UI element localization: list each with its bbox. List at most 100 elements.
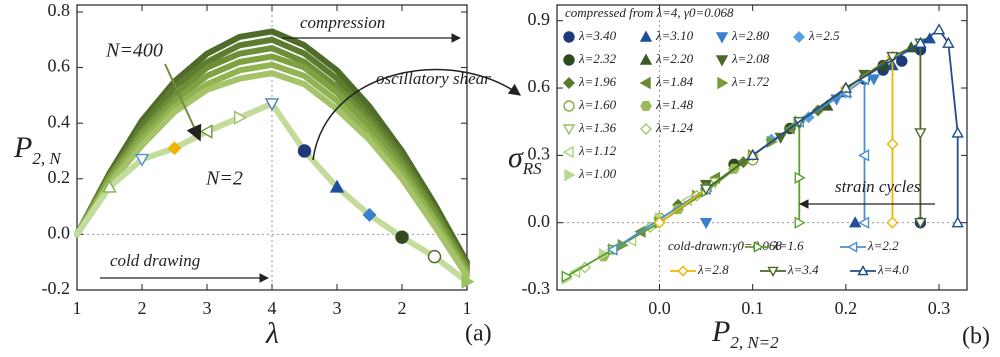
panel-label: (b) (962, 324, 990, 350)
marker (848, 216, 862, 228)
legend-label: λ=4.0 (877, 262, 909, 277)
marker (606, 243, 618, 256)
legend-label: λ=2.8 (697, 262, 729, 277)
plots: 1 2 3 4 3 2 1-0.20.00.20.40.60.80.0 0.1 0.2 0.3-0… (42, 0, 968, 318)
y-tick-label: 0.6 (48, 56, 71, 76)
x-tick-label: 2 (398, 298, 407, 318)
legend-marker (562, 145, 574, 159)
marker (886, 216, 899, 229)
marker (951, 216, 964, 228)
legend-label: λ=1.36 (578, 120, 617, 135)
y-tick-label: -0.3 (522, 278, 551, 298)
curve (74, 28, 470, 266)
x-tick-label: 0.1 (741, 298, 764, 318)
x-axis-label-main: P (711, 315, 730, 348)
legend-marker (639, 53, 653, 65)
y-axis-label: σRS (508, 141, 542, 178)
arrow (164, 63, 202, 142)
y-tick-label: 0.0 (48, 223, 71, 243)
legend-marker (640, 100, 652, 112)
marker (886, 51, 899, 64)
y-axis-label: P2, N (13, 131, 62, 168)
panel-label: (a) (465, 321, 492, 347)
x-axis-label-sub: 2, N=2 (730, 333, 779, 352)
legend-label: λ=2.80 (731, 28, 770, 43)
x-tick-label: 3 (333, 298, 342, 318)
legend-marker (639, 30, 653, 42)
marker (914, 128, 927, 140)
marker (867, 74, 881, 86)
x-tick-label: 1 (463, 298, 472, 318)
marker (362, 207, 377, 222)
curve (74, 53, 470, 274)
legend-label: λ=1.6 (772, 238, 804, 253)
legend-label: λ=1.24 (655, 120, 694, 135)
marker (951, 126, 964, 138)
legend-label: λ=1.60 (578, 97, 617, 112)
legend-marker (677, 265, 689, 277)
marker (427, 249, 442, 264)
legend-marker (857, 265, 869, 276)
arrow (312, 68, 521, 161)
annotation: compression (300, 13, 385, 32)
legend-label: λ=1.12 (578, 143, 617, 158)
x-tick-label: 4 (268, 298, 277, 318)
legend-label: λ=2.5 (808, 28, 840, 43)
marker (134, 153, 150, 167)
legend-marker (793, 31, 805, 43)
legend-label: λ=2.2 (867, 238, 899, 253)
curve (74, 61, 470, 277)
y-tick-label: 0.0 (528, 211, 551, 231)
x-tick-label: 1 (73, 298, 82, 318)
legend-label: λ=1.96 (578, 74, 617, 89)
marker (886, 138, 899, 151)
y-tick-label: 0.3 (528, 143, 551, 163)
legend-title: cold-drawn:γ0=0.068 (668, 238, 782, 253)
y-axis-label-main: P (13, 131, 32, 164)
y-axis-label-main: σ (508, 141, 524, 174)
y-tick-label: 0.9 (528, 9, 551, 29)
y-tick-label: 0.6 (528, 76, 551, 96)
legend-marker (562, 124, 576, 136)
marker (896, 55, 908, 67)
legend-label: λ=2.08 (731, 51, 770, 66)
marker (858, 216, 870, 229)
x-tick-label: 0.0 (648, 298, 671, 318)
legend-marker (753, 241, 764, 253)
y-tick-label: 0.8 (48, 0, 71, 20)
legend-label: λ=1.84 (655, 74, 694, 89)
x-tick-label: 0.3 (928, 298, 951, 318)
curve (74, 36, 470, 268)
marker (102, 179, 117, 193)
legend-marker (639, 76, 651, 90)
marker (395, 230, 409, 244)
legend-marker (767, 266, 779, 277)
marker (561, 270, 573, 283)
marker (794, 171, 806, 184)
annotation: cold drawing (110, 251, 200, 270)
marker (199, 124, 213, 139)
marker (794, 216, 806, 229)
y-tick-label: 0.2 (48, 167, 71, 187)
legend-marker (640, 123, 652, 135)
legend-label: λ=3.10 (655, 28, 694, 43)
annotation: N=2 (205, 168, 243, 190)
legend-label: λ=1.72 (731, 74, 770, 89)
x-axis-label: P2, N=2 (711, 315, 779, 352)
x-tick-label: 0.2 (835, 298, 858, 318)
y-axis-label-sub: RS (522, 159, 542, 178)
marker (932, 23, 946, 35)
marker (839, 81, 853, 93)
legend-label: λ=1.48 (655, 97, 694, 112)
y-axis-label-sub: 2, N (32, 149, 62, 168)
curve (74, 70, 470, 280)
legend-label: λ=1.00 (578, 166, 617, 181)
x-axis-label: λ (265, 317, 279, 350)
legend-marker (717, 76, 729, 90)
legend-label: λ=2.32 (578, 51, 617, 66)
plot-frame (556, 4, 968, 291)
legend-marker (847, 241, 858, 253)
marker (914, 217, 927, 230)
legend-marker (563, 31, 575, 43)
